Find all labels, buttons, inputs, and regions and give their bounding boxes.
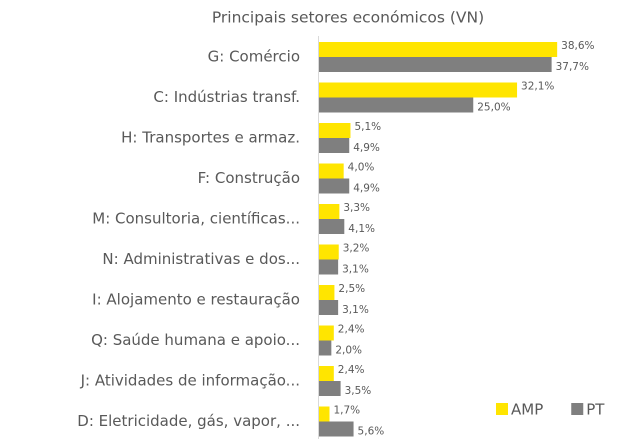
category-label: D: Eletricidade, gás, vapor, ... [77,412,300,430]
value-label: 2,5% [338,283,365,295]
bar [319,138,350,153]
value-label: 2,0% [335,345,362,357]
category-label: J: Atividades de informação... [80,372,300,390]
value-label: 38,6% [561,40,594,52]
category-label: M: Consultoria, científicas... [92,210,300,228]
value-label: 5,6% [358,426,385,438]
category-label: N: Administrativas e dos... [102,250,300,268]
bar [319,259,339,275]
legend-swatch [496,403,508,415]
chart-title: Principais setores económicos (VN) [212,9,484,27]
bar [319,42,558,57]
bar [319,366,334,381]
value-label: 3,5% [345,385,372,397]
bar [319,204,340,219]
value-label: 4,0% [348,162,375,174]
bar [319,97,474,113]
bar [319,57,552,72]
bar [319,163,344,179]
value-label: 3,1% [342,264,369,276]
bar [319,123,351,138]
legend-label: AMP [511,401,543,419]
value-label: 5,1% [354,121,381,133]
category-label: F: Construção [198,169,300,187]
bar [319,82,518,98]
bar [319,178,350,194]
category-label: Q: Saúde humana e apoio... [91,331,300,349]
category-label: I: Alojamento e restauração [92,291,300,309]
value-label: 25,0% [477,102,510,114]
value-label: 1,7% [333,405,360,417]
category-label: G: Comércio [208,48,300,66]
value-label: 4,1% [348,223,375,235]
value-label: 4,9% [353,142,380,154]
bar [319,300,339,315]
bar [319,421,354,437]
value-label: 3,3% [343,202,370,214]
value-label: 2,4% [338,364,365,376]
bar [319,325,334,341]
bar [319,381,341,396]
value-label: 4,9% [353,183,380,195]
legend-swatch [571,403,584,415]
value-label: 32,1% [521,81,554,93]
value-label: 3,2% [343,243,370,255]
value-label: 2,4% [338,324,365,336]
bar [319,219,345,234]
bar [319,285,335,300]
category-label: H: Transportes e armaz. [121,129,300,147]
bar [319,340,332,356]
category-label: C: Indústrias transf. [153,88,300,106]
bar [319,406,330,422]
legend-label: PT [586,401,605,419]
bar [319,244,339,260]
value-label: 3,1% [342,304,369,316]
value-label: 37,7% [556,61,589,73]
